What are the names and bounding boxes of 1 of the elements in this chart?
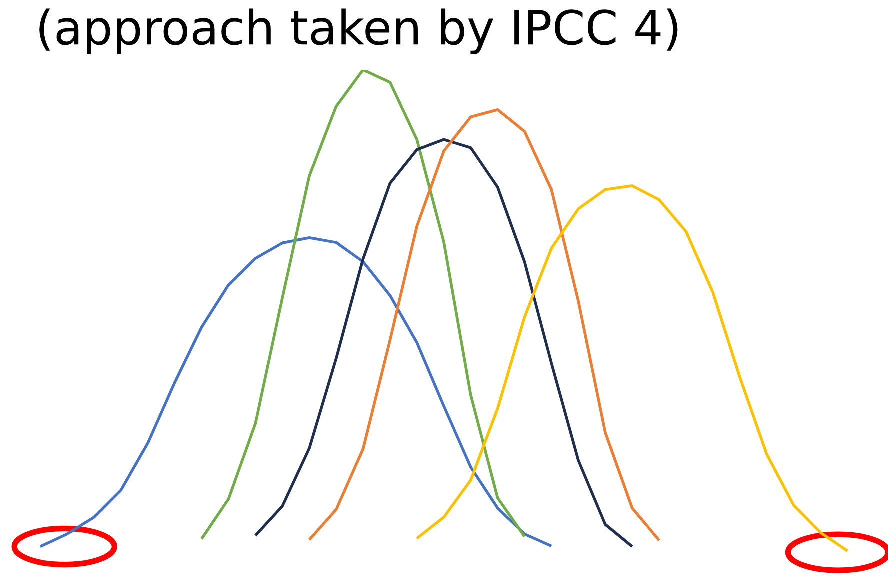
chart-title: (approach taken by IPCC 4): [40, 8, 678, 54]
